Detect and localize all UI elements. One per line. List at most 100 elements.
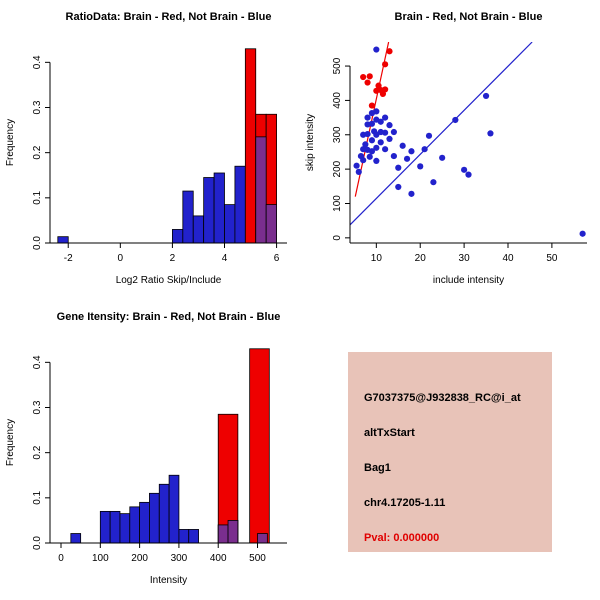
data-point [417,163,424,170]
y-tick-label: 0.4 [32,55,43,69]
y-tick-label: 0.1 [32,190,43,204]
hist-bar [227,520,239,544]
hist-bar [178,529,190,544]
data-point [421,146,428,153]
y-axis-label: Frequency [5,119,16,166]
data-point [386,122,393,129]
data-point [373,108,380,115]
y-tick-label: 0.3 [32,400,43,414]
data-point [368,120,376,127]
y-tick-label: 500 [332,57,343,74]
x-tick-label: 20 [415,253,427,264]
data-point [408,148,415,155]
x-tick-label: 400 [210,553,227,564]
hist-bar [172,229,184,244]
y-tick-label: 0.3 [32,100,43,114]
data-point [377,118,384,125]
hist-bar [188,529,199,544]
data-point [382,146,389,153]
data-point [461,166,468,173]
hist-bar [182,190,194,244]
ratio-histogram-chart: -2 0 2 4 6 0.0 0.1 0.2 0.3 0.4 RatioData: Brain - … [5,11,287,286]
event-type-text: altTxStart [364,427,415,439]
data-point [373,144,380,151]
hist-bar [149,492,160,544]
data-point [366,153,373,160]
hist-bar [217,524,229,544]
data-point [353,162,360,169]
data-point [408,190,415,197]
point-series-not-brain-blue [353,46,586,237]
data-point [425,132,433,139]
data-point [465,171,472,178]
hist-bar [158,483,170,544]
hist-bar [109,510,121,544]
data-point [390,128,397,136]
data-point [390,152,397,160]
y-tick-label: 0.2 [32,445,43,459]
chart-title: Gene Itensity: Brain - Red, Not Brain - … [57,311,281,323]
data-point [373,157,380,164]
y-axis-label: skip intensity [305,114,316,171]
data-point [452,116,459,124]
data-point [382,86,389,93]
data-point [368,148,376,155]
hist-bar [224,204,236,244]
data-point [364,130,371,138]
y-tick-label: 0.4 [32,355,43,369]
hist-bar [234,165,246,244]
y-tick-label: 0.0 [32,236,43,250]
info-panel: G7037375@J932838_RC@i_at altTxStart Bag1… [348,352,552,552]
hist-bar [70,533,82,544]
data-point [360,73,367,81]
hist-bar [119,513,131,544]
data-point [482,92,490,100]
fit-line-blue-fit [350,42,533,226]
x-tick-label: -2 [64,253,73,264]
chart-title: Brain - Red, Not Brain - Blue [395,11,543,23]
data-point [382,61,389,68]
hist-series-brain-red [217,348,270,544]
data-point [382,114,389,121]
x-tick-label: 40 [502,253,514,264]
data-point [366,73,373,80]
hist-series-not-brain-blue [57,136,277,244]
hist-bar [244,48,257,244]
data-point [403,155,411,162]
y-tick-label: 200 [332,160,343,177]
x-tick-label: 0 [58,553,64,564]
hist-bar [192,215,205,244]
data-point [399,142,406,149]
data-point [430,179,437,186]
y-tick-label: 100 [332,195,343,212]
x-tick-label: 100 [92,553,109,564]
data-point [362,141,369,148]
data-point [373,46,380,53]
x-tick-label: 300 [171,553,188,564]
y-tick-label: 400 [332,92,343,109]
x-axis-label: Log2 Ratio Skip/Include [116,275,222,286]
y-tick-label: 300 [332,126,343,143]
data-point [368,137,376,144]
hist-bar [257,533,268,544]
x-tick-label: 10 [371,253,383,264]
gene-name-text: Bag1 [364,462,391,474]
x-tick-label: 30 [459,253,471,264]
data-point [355,168,362,175]
data-point [386,48,393,55]
chart-title: RatioData: Brain - Red, Not Brain - Blue [66,11,272,23]
data-point [395,183,402,191]
data-point [368,102,376,109]
x-tick-label: 2 [170,253,176,264]
hist-bar [129,506,141,544]
x-tick-label: 500 [249,553,266,564]
data-point [487,130,494,137]
hist-bar [255,136,267,244]
hist-bar [213,172,225,244]
data-point [382,129,389,136]
data-point [360,157,367,164]
hist-bar [168,474,180,544]
data-point [395,164,402,171]
